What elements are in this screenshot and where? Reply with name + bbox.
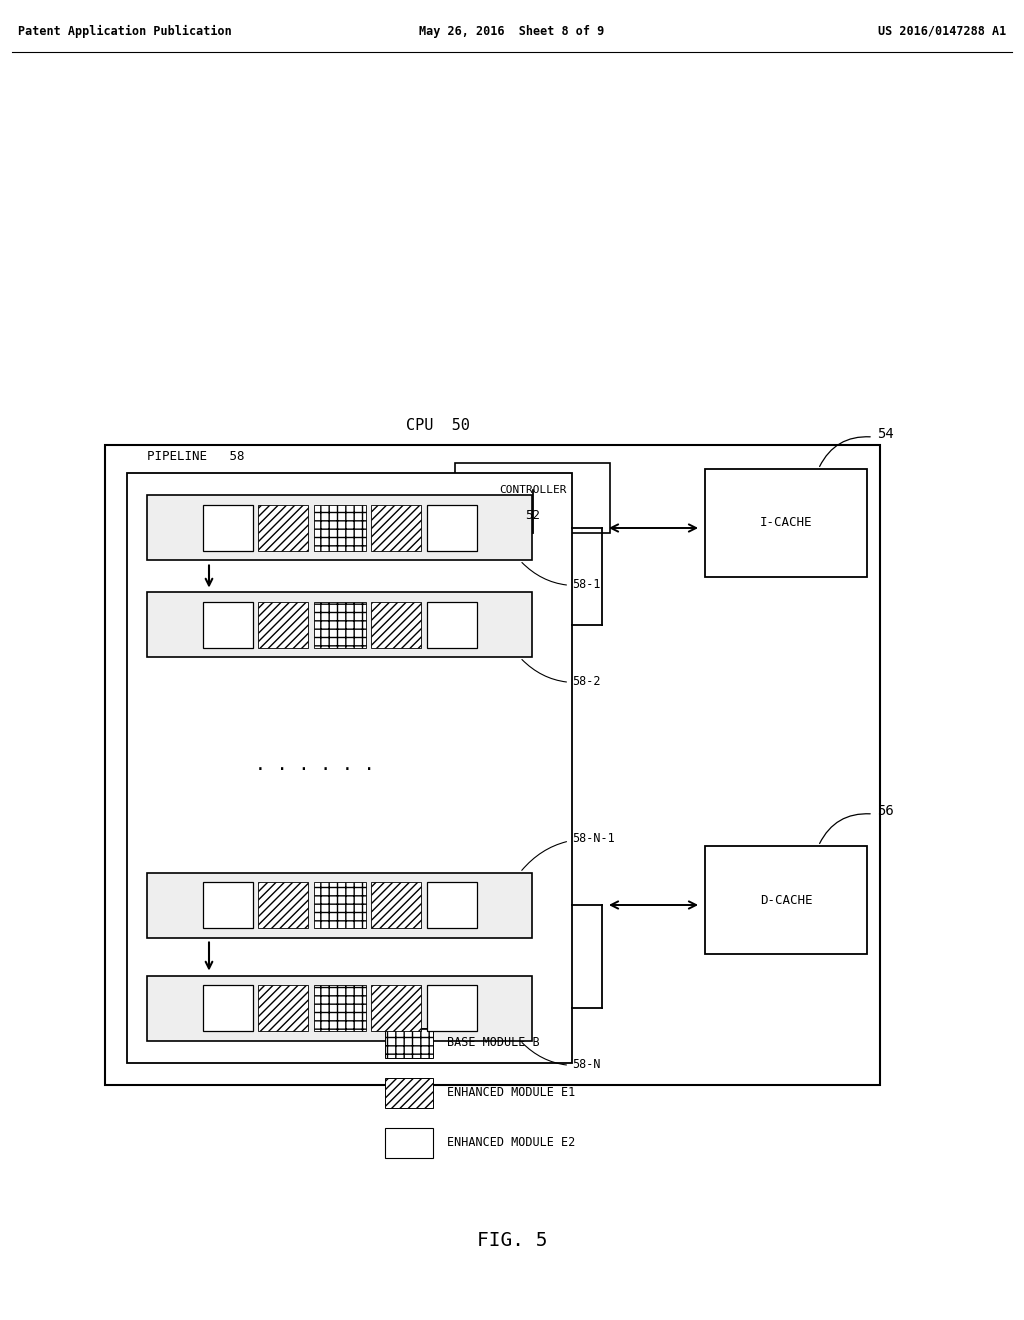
Bar [258,504,308,552]
Text: 58-N-1: 58-N-1 [522,833,614,870]
Text: CPU  50: CPU 50 [406,418,469,433]
Text: ENHANCED MODULE E1: ENHANCED MODULE E1 [447,1086,575,1100]
Text: . . . . . .: . . . . . . [255,756,375,774]
Text: CONTROLLER: CONTROLLER [499,484,566,495]
Bar [147,495,532,561]
Bar [203,985,253,1031]
Bar [427,504,476,552]
Text: FIG. 5: FIG. 5 [477,1230,547,1250]
Bar [147,593,532,657]
Bar [147,873,532,937]
Text: May 26, 2016  Sheet 8 of 9: May 26, 2016 Sheet 8 of 9 [420,25,604,38]
Text: 54: 54 [877,426,894,441]
Text: I-CACHE: I-CACHE [760,516,812,529]
Text: 58-2: 58-2 [522,660,600,689]
Bar [385,1078,433,1107]
Bar [203,504,253,552]
Bar [705,469,867,577]
Text: US 2016/0147288 A1: US 2016/0147288 A1 [878,25,1006,38]
Text: BASE MODULE B: BASE MODULE B [447,1036,540,1049]
Bar [105,445,880,1085]
Bar [313,882,366,928]
Text: 52: 52 [525,510,540,521]
Bar [147,975,532,1040]
Text: 58-1: 58-1 [522,562,600,591]
Bar [455,463,610,533]
Bar [258,882,308,928]
Bar [427,602,476,648]
Text: 58-N: 58-N [522,1043,600,1072]
Bar [371,504,421,552]
Bar [371,985,421,1031]
Bar [313,504,366,552]
Text: Patent Application Publication: Patent Application Publication [18,25,231,38]
Bar [427,985,476,1031]
Bar [127,473,572,1063]
Text: D-CACHE: D-CACHE [760,894,812,907]
Bar [427,882,476,928]
Bar [385,1129,433,1158]
Text: 56: 56 [877,804,894,818]
Bar [203,602,253,648]
Bar [385,1028,433,1059]
Text: PIPELINE   58: PIPELINE 58 [147,450,245,463]
Bar [705,846,867,954]
Text: ENHANCED MODULE E2: ENHANCED MODULE E2 [447,1137,575,1150]
Bar [258,602,308,648]
Bar [371,602,421,648]
Bar [313,602,366,648]
Bar [258,985,308,1031]
Bar [371,882,421,928]
Bar [203,882,253,928]
Bar [313,985,366,1031]
